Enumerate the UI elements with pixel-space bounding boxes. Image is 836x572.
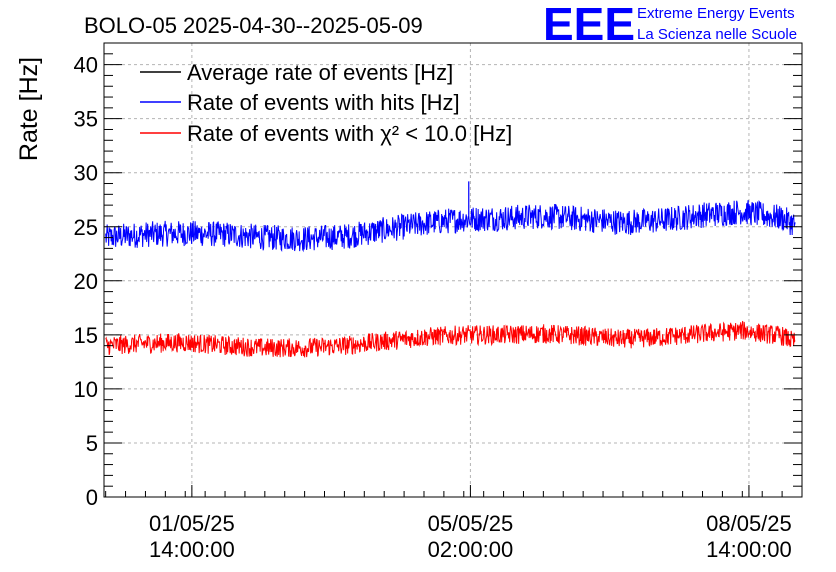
logo-line-1: Extreme Energy Events (637, 5, 795, 22)
x-tick-time: 14:00:00 (706, 537, 792, 562)
y-tick-label: 25 (74, 215, 98, 240)
legend: Average rate of events [Hz] Rate of event… (140, 60, 512, 146)
grid-lines (104, 43, 802, 497)
plot-series (105, 181, 796, 358)
y-tick-label: 10 (74, 377, 98, 402)
legend-label: Rate of events with χ² < 10.0 [Hz] (187, 121, 512, 146)
x-tick-time: 02:00:00 (428, 537, 514, 562)
eee-logo-mark: EEE (543, 0, 635, 50)
y-tick-label: 20 (74, 269, 98, 294)
x-tick-date: 08/05/25 (706, 511, 792, 536)
legend-label: Rate of events with hits [Hz] (187, 90, 460, 115)
axes: 051015202530354001/05/2514:00:0005/05/25… (74, 42, 803, 562)
chart-title: BOLO-05 2025-04-30--2025-05-09 (84, 13, 423, 38)
y-tick-label: 0 (86, 485, 98, 510)
y-tick-label: 35 (74, 107, 98, 132)
eee-logo: EEE Extreme Energy Events La Scienza nel… (543, 0, 797, 50)
series-line-2 (105, 320, 796, 358)
x-tick-date: 05/05/25 (428, 511, 514, 536)
y-axis-title: Rate [Hz] (15, 57, 43, 161)
x-tick-date: 01/05/25 (149, 511, 235, 536)
y-tick-label: 40 (74, 53, 98, 78)
y-tick-label: 15 (74, 323, 98, 348)
y-tick-label: 5 (86, 431, 98, 456)
legend-label: Average rate of events [Hz] (187, 60, 453, 85)
x-tick-time: 14:00:00 (149, 537, 235, 562)
y-tick-label: 30 (74, 161, 98, 186)
plot-frame (103, 42, 803, 498)
logo-line-2: La Scienza nelle Scuole (637, 26, 797, 43)
series-line-1 (105, 199, 796, 253)
